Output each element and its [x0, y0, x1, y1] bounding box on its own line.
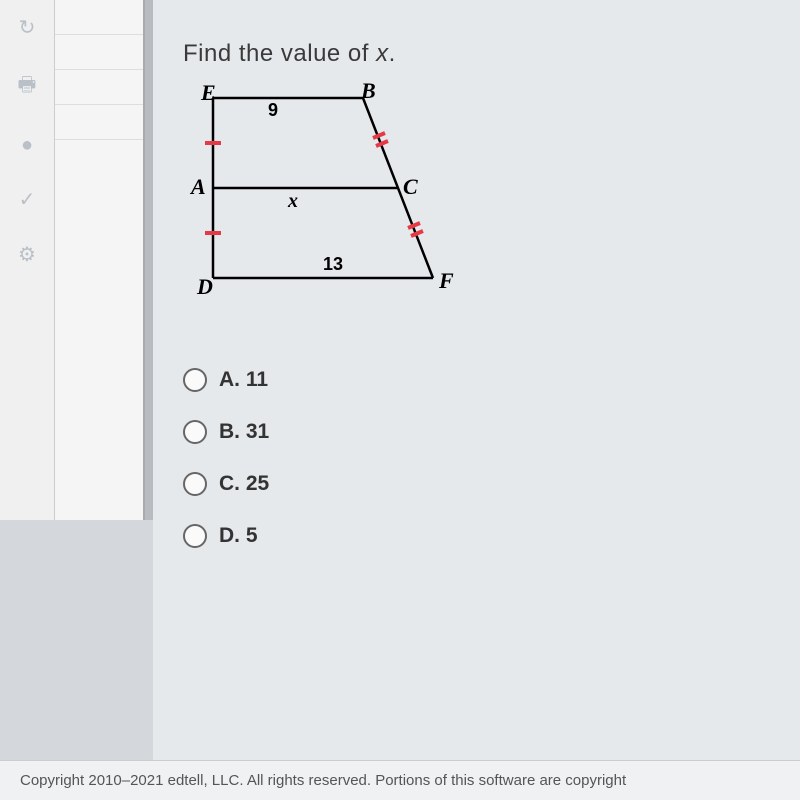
vertical-divider: [145, 0, 153, 520]
vertex-B: B: [361, 78, 376, 104]
vertex-E: E: [201, 80, 216, 106]
left-toolbar: ↻ 🖶 ● ✓ ⚙: [0, 0, 55, 520]
radio-icon[interactable]: [183, 524, 207, 548]
nav-row[interactable]: [55, 105, 143, 140]
refresh-icon[interactable]: ↻: [19, 15, 36, 40]
radio-icon[interactable]: [183, 420, 207, 444]
edge-label-DF: 13: [323, 254, 343, 275]
vertex-D: D: [197, 274, 213, 300]
answer-options: A. 11 B. 31 C. 25 D. 5: [183, 368, 770, 548]
tool-icon[interactable]: ⚙: [18, 242, 36, 267]
toolbar-icons: ↻ 🖶 ● ✓ ⚙: [0, 0, 54, 267]
option-label: B. 31: [219, 420, 269, 444]
option-B[interactable]: B. 31: [183, 420, 770, 444]
edge-label-EB: 9: [268, 100, 278, 121]
check-icon[interactable]: ✓: [19, 187, 36, 212]
option-C[interactable]: C. 25: [183, 472, 770, 496]
nav-row[interactable]: [55, 0, 143, 35]
circle-icon[interactable]: ●: [21, 134, 33, 157]
nav-strip: [55, 0, 145, 520]
radio-icon[interactable]: [183, 368, 207, 392]
radio-icon[interactable]: [183, 472, 207, 496]
copyright-text: Copyright 2010–2021 edtell, LLC. All rig…: [20, 772, 626, 789]
option-label: A. 11: [219, 368, 268, 392]
nav-row[interactable]: [55, 35, 143, 70]
copyright-footer: Copyright 2010–2021 edtell, LLC. All rig…: [0, 760, 800, 800]
content-area: Find the value of x.: [153, 0, 800, 760]
vertex-F: F: [439, 268, 454, 294]
option-D[interactable]: D. 5: [183, 524, 770, 548]
option-label: D. 5: [219, 524, 258, 548]
vertex-A: A: [191, 174, 206, 200]
trapezoid-diagram: E B A C D F 9 x 13: [183, 88, 483, 328]
vertex-C: C: [403, 174, 418, 200]
nav-row[interactable]: [55, 70, 143, 105]
prompt-text: Find the value of: [183, 40, 376, 67]
option-label: C. 25: [219, 472, 269, 496]
option-A[interactable]: A. 11: [183, 368, 770, 392]
punctuation: .: [389, 40, 396, 67]
print-icon[interactable]: 🖶: [18, 70, 37, 104]
variable-x: x: [376, 40, 389, 67]
edge-label-AC: x: [288, 190, 298, 213]
question-prompt: Find the value of x.: [183, 40, 770, 68]
